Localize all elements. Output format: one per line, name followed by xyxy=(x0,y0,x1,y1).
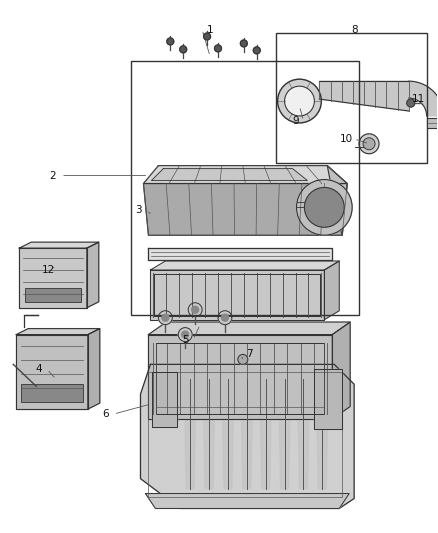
Text: 9: 9 xyxy=(292,116,299,126)
Polygon shape xyxy=(297,379,309,489)
Circle shape xyxy=(238,354,248,365)
Circle shape xyxy=(180,46,187,53)
Polygon shape xyxy=(316,379,328,489)
Circle shape xyxy=(222,314,229,321)
Circle shape xyxy=(159,311,172,325)
Polygon shape xyxy=(279,379,290,489)
Text: 1: 1 xyxy=(207,25,213,35)
Polygon shape xyxy=(148,322,350,335)
Circle shape xyxy=(278,79,321,123)
Polygon shape xyxy=(327,166,347,235)
Circle shape xyxy=(407,99,415,107)
Polygon shape xyxy=(144,183,347,235)
Circle shape xyxy=(240,40,247,47)
Text: 12: 12 xyxy=(42,265,55,275)
Bar xyxy=(21,384,83,402)
Circle shape xyxy=(359,134,379,154)
Polygon shape xyxy=(88,329,100,409)
Polygon shape xyxy=(16,335,88,409)
Polygon shape xyxy=(150,270,324,320)
Circle shape xyxy=(285,86,314,116)
Polygon shape xyxy=(145,494,349,508)
Circle shape xyxy=(182,331,189,338)
Polygon shape xyxy=(319,81,409,111)
Bar xyxy=(427,118,438,128)
Polygon shape xyxy=(87,242,99,308)
Polygon shape xyxy=(222,379,234,489)
Bar xyxy=(131,61,359,314)
Polygon shape xyxy=(150,261,339,270)
Bar xyxy=(25,288,81,302)
Text: 6: 6 xyxy=(102,409,109,419)
Circle shape xyxy=(192,306,198,313)
Polygon shape xyxy=(148,248,332,260)
Polygon shape xyxy=(314,369,342,429)
Circle shape xyxy=(297,180,352,235)
Polygon shape xyxy=(152,373,177,427)
Circle shape xyxy=(304,188,344,227)
Circle shape xyxy=(162,314,169,321)
Text: 11: 11 xyxy=(412,94,425,104)
Polygon shape xyxy=(184,379,196,489)
Polygon shape xyxy=(241,379,253,489)
Polygon shape xyxy=(19,248,87,308)
Circle shape xyxy=(188,303,202,317)
Circle shape xyxy=(253,47,260,54)
Text: 2: 2 xyxy=(50,171,57,181)
Polygon shape xyxy=(260,379,272,489)
Polygon shape xyxy=(148,335,332,419)
Polygon shape xyxy=(203,379,215,489)
Polygon shape xyxy=(16,329,100,335)
Polygon shape xyxy=(19,242,99,248)
Polygon shape xyxy=(324,261,339,320)
Polygon shape xyxy=(144,166,347,183)
Text: 7: 7 xyxy=(247,350,253,359)
Text: 4: 4 xyxy=(36,365,42,374)
Text: 10: 10 xyxy=(339,134,353,144)
Text: 8: 8 xyxy=(351,25,357,35)
Text: 5: 5 xyxy=(182,335,188,344)
Circle shape xyxy=(204,33,211,40)
Circle shape xyxy=(178,328,192,342)
Polygon shape xyxy=(141,365,354,508)
Polygon shape xyxy=(332,322,350,419)
Circle shape xyxy=(218,311,232,325)
Polygon shape xyxy=(152,168,307,181)
Circle shape xyxy=(363,138,375,150)
Text: 3: 3 xyxy=(135,205,142,215)
Circle shape xyxy=(167,38,174,45)
Circle shape xyxy=(215,45,222,52)
Bar xyxy=(276,34,427,163)
Polygon shape xyxy=(409,81,438,116)
